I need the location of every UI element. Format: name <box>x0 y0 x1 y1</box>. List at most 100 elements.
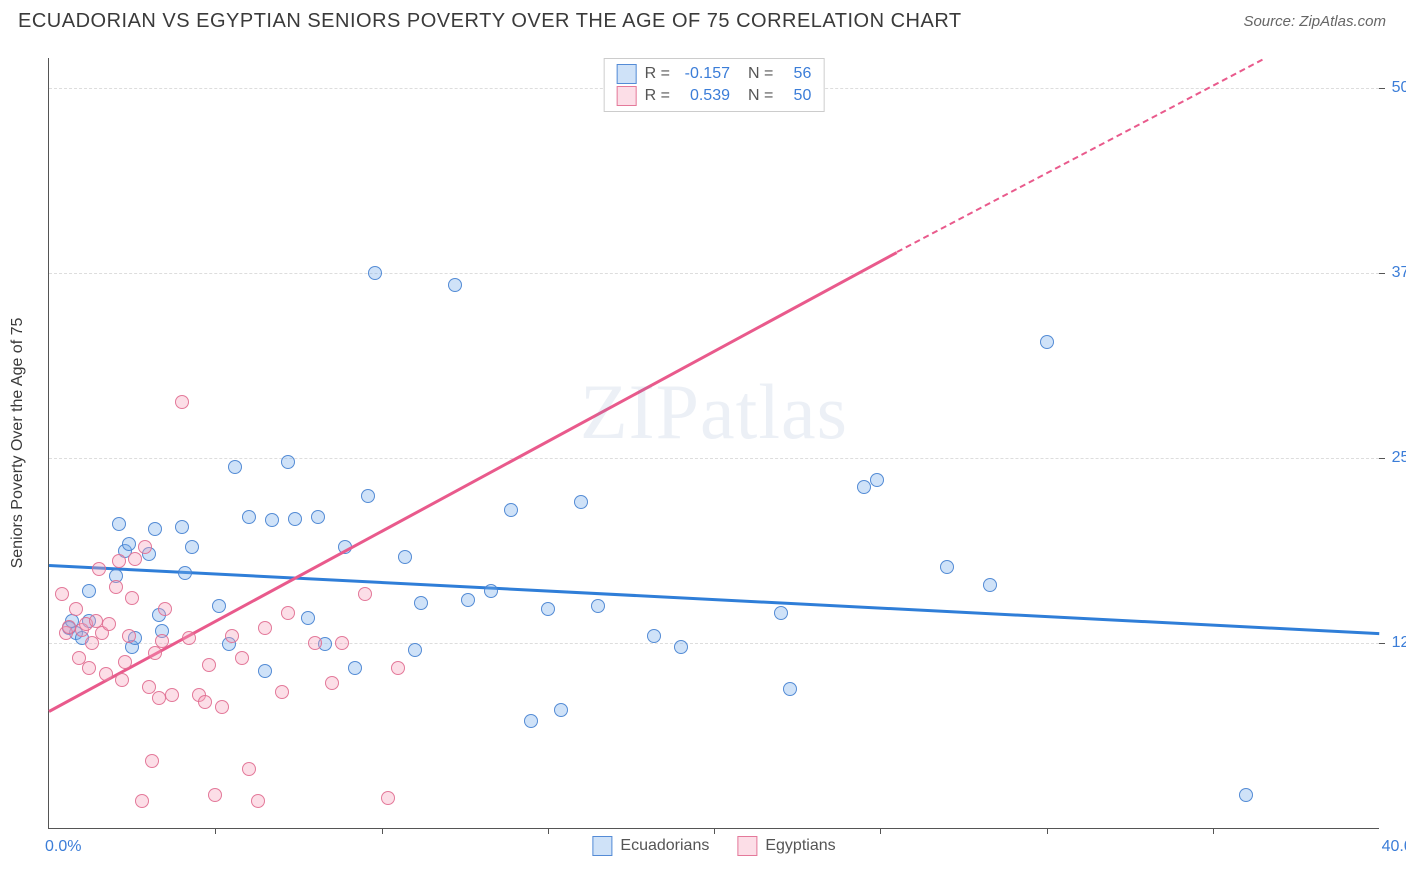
data-point <box>122 537 136 551</box>
data-point <box>175 520 189 534</box>
data-point <box>251 794 265 808</box>
data-point <box>165 688 179 702</box>
gridline <box>49 273 1379 274</box>
x-tick-mark <box>215 828 216 834</box>
legend-swatch <box>592 836 612 856</box>
data-point <box>202 658 216 672</box>
source-label: Source: ZipAtlas.com <box>1243 13 1386 30</box>
data-point <box>112 517 126 531</box>
gridline <box>49 643 1379 644</box>
data-point <box>348 661 362 675</box>
data-point <box>524 714 538 728</box>
data-point <box>208 788 222 802</box>
watermark: ZIPatlas <box>580 367 848 457</box>
data-point <box>82 661 96 675</box>
series-legend-item: Egyptians <box>737 836 835 856</box>
data-point <box>175 395 189 409</box>
data-point <box>591 599 605 613</box>
data-point <box>301 611 315 625</box>
data-point <box>414 596 428 610</box>
data-point <box>135 794 149 808</box>
data-point <box>235 651 249 665</box>
trend-line <box>49 564 1379 635</box>
data-point <box>448 278 462 292</box>
data-point <box>940 560 954 574</box>
legend-swatch <box>617 64 637 84</box>
data-point <box>311 510 325 524</box>
data-point <box>155 634 169 648</box>
gridline <box>49 458 1379 459</box>
y-tick-label: 37.5% <box>1392 264 1406 282</box>
series-legend-item: Ecuadorians <box>592 836 709 856</box>
data-point <box>152 691 166 705</box>
data-point <box>258 664 272 678</box>
data-point <box>62 620 76 634</box>
data-point <box>115 673 129 687</box>
scatter-plot: ZIPatlas R =-0.157N =56R =0.539N =50 0.0… <box>48 58 1379 829</box>
x-tick-mark <box>382 828 383 834</box>
x-tick-max: 40.0% <box>1382 838 1406 856</box>
data-point <box>1040 335 1054 349</box>
data-point <box>215 700 229 714</box>
data-point <box>281 455 295 469</box>
data-point <box>275 685 289 699</box>
data-point <box>242 510 256 524</box>
data-point <box>358 587 372 601</box>
n-value: 50 <box>781 87 811 105</box>
data-point <box>674 640 688 654</box>
data-point <box>148 522 162 536</box>
series-name: Egyptians <box>765 837 835 855</box>
data-point <box>265 513 279 527</box>
data-point <box>178 566 192 580</box>
x-tick-mark <box>1047 828 1048 834</box>
data-point <box>82 584 96 598</box>
n-value: 56 <box>781 65 811 83</box>
x-tick-mark <box>1213 828 1214 834</box>
data-point <box>398 550 412 564</box>
data-point <box>391 661 405 675</box>
r-label: R = <box>645 87 670 105</box>
data-point <box>185 540 199 554</box>
data-point <box>335 636 349 650</box>
data-point <box>128 552 142 566</box>
data-point <box>504 503 518 517</box>
data-point <box>857 480 871 494</box>
y-axis-title: Seniors Poverty Over the Age of 75 <box>9 318 27 569</box>
data-point <box>408 643 422 657</box>
legend-row: R = -0.157 N = 56 <box>617 63 812 85</box>
data-point <box>109 580 123 594</box>
data-point <box>69 602 83 616</box>
data-point <box>308 636 322 650</box>
data-point <box>983 578 997 592</box>
data-point <box>122 629 136 643</box>
data-point <box>145 754 159 768</box>
data-point <box>242 762 256 776</box>
series-legend: Ecuadorians Egyptians <box>592 836 835 856</box>
data-point <box>99 667 113 681</box>
data-point <box>258 621 272 635</box>
r-label: R = <box>645 65 670 83</box>
data-point <box>228 460 242 474</box>
n-label: N = <box>748 65 773 83</box>
data-point <box>125 591 139 605</box>
data-point <box>138 540 152 554</box>
data-point <box>281 606 295 620</box>
x-tick-mark <box>714 828 715 834</box>
data-point <box>541 602 555 616</box>
chart-title: ECUADORIAN VS EGYPTIAN SENIORS POVERTY O… <box>18 10 962 33</box>
data-point <box>461 593 475 607</box>
data-point <box>288 512 302 526</box>
r-value: -0.157 <box>678 65 730 83</box>
legend-row: R =0.539N =50 <box>617 85 812 107</box>
r-value: 0.539 <box>678 87 730 105</box>
data-point <box>225 629 239 643</box>
chart-area: Seniors Poverty Over the Age of 75 ZIPat… <box>48 58 1378 828</box>
legend-swatch <box>737 836 757 856</box>
data-point <box>574 495 588 509</box>
header: ECUADORIAN VS EGYPTIAN SENIORS POVERTY O… <box>0 0 1406 33</box>
data-point <box>1239 788 1253 802</box>
data-point <box>381 791 395 805</box>
data-point <box>325 676 339 690</box>
data-point <box>92 562 106 576</box>
data-point <box>368 266 382 280</box>
